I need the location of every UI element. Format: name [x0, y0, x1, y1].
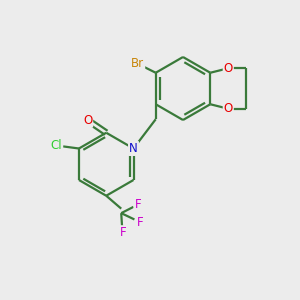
Text: N: N	[129, 142, 138, 155]
Text: F: F	[134, 198, 141, 211]
Text: F: F	[136, 216, 143, 229]
Text: F: F	[119, 226, 126, 239]
Text: O: O	[83, 114, 92, 127]
Text: Cl: Cl	[51, 139, 62, 152]
Text: N: N	[129, 142, 138, 155]
Text: Br: Br	[131, 57, 144, 70]
Text: O: O	[224, 102, 233, 115]
Text: O: O	[224, 62, 233, 75]
